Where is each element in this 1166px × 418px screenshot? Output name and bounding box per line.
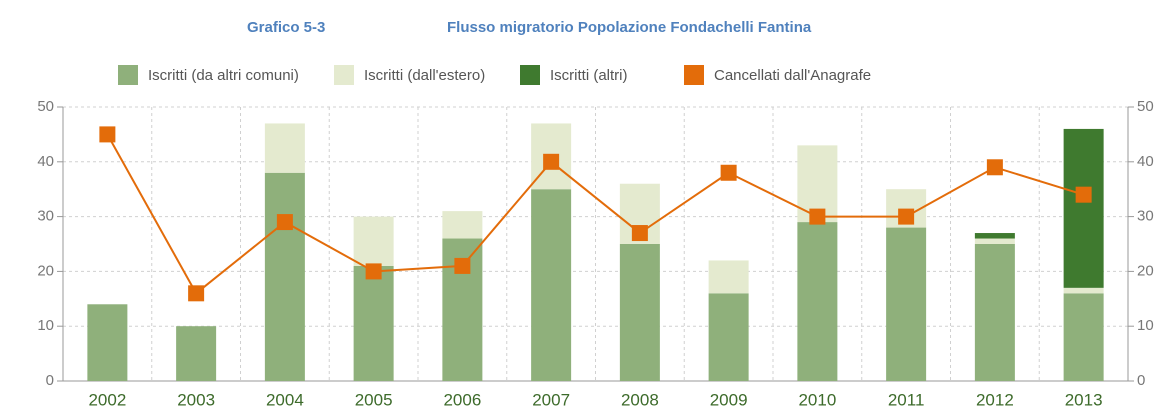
x-tick-label: 2005 [355,390,393,409]
y-tick-label: 20 [37,262,54,279]
bar [974,244,1015,381]
y-tick-label: 10 [37,317,54,334]
bar [1063,128,1104,288]
bar [353,265,394,381]
legend-swatch [334,65,354,85]
x-tick-label: 2013 [1065,390,1103,409]
legend-swatch [118,65,138,85]
point [720,164,737,181]
bar [87,304,128,381]
legend-label: Iscritti (dall'estero) [364,67,485,84]
bar [619,244,660,381]
x-tick-label: 2002 [88,390,126,409]
chart-title: Flusso migratorio Popolazione Fondachell… [447,19,812,36]
point [276,214,293,231]
bar [1063,293,1104,381]
point [454,257,471,274]
bar [708,293,749,381]
point [188,285,205,302]
x-tick-label: 2004 [266,390,304,409]
y2-tick-label: 10 [1137,317,1154,334]
bar [1063,287,1104,294]
y2-tick-label: 40 [1137,153,1154,170]
bar [353,216,394,266]
y-tick-label: 40 [37,153,54,170]
bar [531,189,572,381]
point [1075,186,1092,203]
bar [974,233,1015,239]
line [106,133,1084,295]
bar [264,123,305,173]
point [631,225,648,242]
y-tick-label: 0 [46,372,54,389]
y2-tick-label: 50 [1137,98,1154,115]
legend-label: Iscritti (altri) [550,67,628,84]
legend-label: Cancellati dall'Anagrafe [714,67,871,84]
bar [176,326,217,381]
x-tick-label: 2008 [621,390,659,409]
x-tick-label: 2006 [443,390,481,409]
point [543,153,560,170]
x-tick-label: 2012 [976,390,1014,409]
bar [974,238,1015,244]
point [898,208,915,225]
bar [442,211,483,239]
y2-tick-label: 20 [1137,262,1154,279]
x-tick-label: 2007 [532,390,570,409]
bar [264,172,305,381]
point [809,208,826,225]
bar [886,227,927,381]
point [986,159,1003,176]
point [365,263,382,280]
y-tick-label: 50 [37,98,54,115]
bar [708,260,749,294]
legend-label: Iscritti (da altri comuni) [148,67,299,84]
x-tick-label: 2011 [888,390,925,409]
y2-tick-label: 30 [1137,208,1154,225]
point [99,126,116,143]
bar [797,222,838,381]
legend-swatch [684,65,704,85]
chart-label: Grafico 5-3 [247,19,325,36]
x-tick-label: 2009 [710,390,748,409]
legend: Iscritti (da altri comuni) Iscritti (dall… [118,65,871,85]
legend-swatch [520,65,540,85]
x-tick-label: 2010 [798,390,836,409]
x-tick-label: 2003 [177,390,215,409]
y2-tick-label: 0 [1137,372,1145,389]
y-tick-label: 30 [37,208,54,225]
